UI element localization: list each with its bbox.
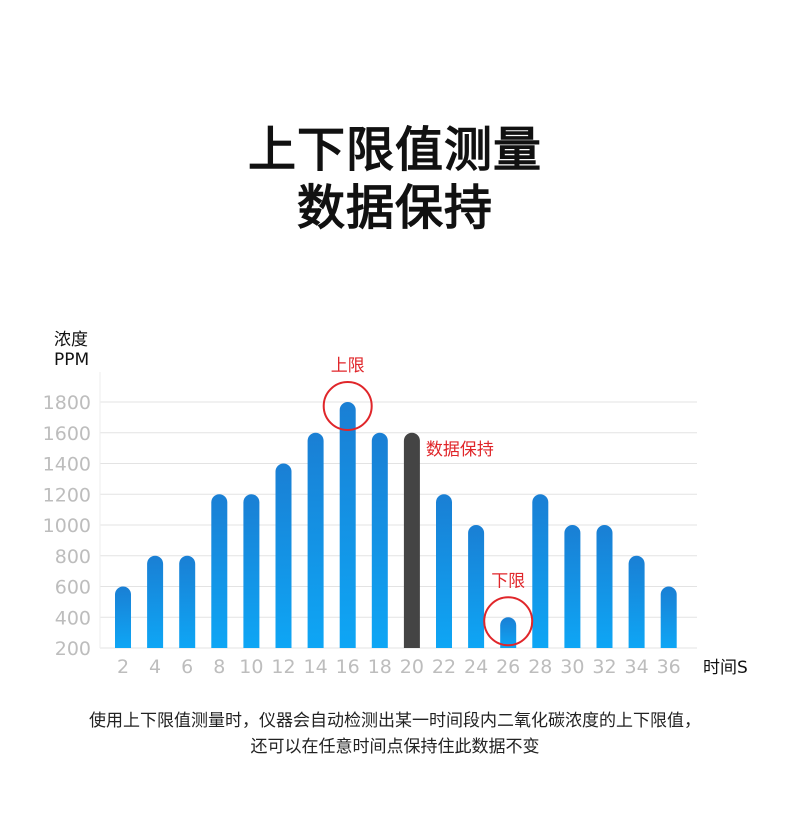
x-tick-label: 18 [368, 656, 392, 678]
bar-4 [147, 555, 164, 648]
upper-limit-label: 上限 [331, 356, 365, 376]
bar-26 [500, 617, 517, 648]
x-tick-label: 28 [528, 656, 552, 678]
description-line2: 还可以在任意时间点保持住此数据不变 [250, 737, 540, 757]
y-tick-label: 200 [55, 638, 91, 660]
data-hold-label: 数据保持 [426, 440, 494, 460]
x-tick-label: 16 [336, 656, 360, 678]
x-tick-label: 24 [464, 656, 488, 678]
y-axis-label: 浓度 PPM [54, 330, 89, 370]
x-tick-label: 6 [181, 656, 193, 678]
x-axis-label: 时间S [703, 658, 748, 678]
page-subtitle: 数据保持 [296, 180, 493, 236]
bar-20 [403, 432, 420, 648]
x-tick-label: 10 [239, 656, 263, 678]
y-tick-label: 1400 [43, 454, 91, 476]
bar-22 [436, 494, 452, 648]
x-tick-label: 26 [496, 656, 520, 678]
bar-30 [564, 525, 581, 648]
y-tick-label: 1200 [43, 484, 91, 506]
x-tick-label: 12 [271, 656, 295, 678]
x-tick-label: 34 [625, 656, 649, 678]
y-axis-label-line1: 浓度 [54, 330, 88, 350]
y-tick-label: 1800 [43, 392, 91, 414]
bar-28 [532, 494, 549, 648]
y-axis-label-line2: PPM [54, 350, 90, 370]
bar-12 [275, 463, 292, 648]
x-tick-label: 36 [657, 656, 681, 678]
bar-14 [307, 432, 324, 648]
bar-6 [179, 555, 196, 648]
bar-34 [628, 555, 645, 648]
bar-24 [468, 525, 485, 648]
y-tick-label: 800 [55, 546, 91, 568]
lower-limit-circle [483, 596, 534, 647]
lower-limit-label: 下限 [491, 571, 525, 591]
bar-36 [660, 586, 677, 648]
x-tick-label: 2 [117, 656, 129, 678]
bar-18 [371, 432, 388, 648]
x-tick-label: 14 [304, 656, 328, 678]
x-tick-label: 8 [213, 656, 225, 678]
bar-2 [115, 586, 131, 648]
bar-16 [339, 402, 356, 648]
y-tick-label: 1000 [43, 515, 91, 537]
y-tick-label: 600 [55, 577, 91, 599]
x-tick-label: 30 [560, 656, 584, 678]
description-line1: 使用上下限值测量时，仪器会自动检测出某一时间段内二氧化碳浓度的上下限值， [89, 711, 701, 731]
x-tick-label: 22 [432, 656, 456, 678]
bar-10 [243, 494, 260, 648]
bar-32 [596, 525, 613, 648]
x-tick-label: 32 [592, 656, 616, 678]
page-title: 上下限值测量 [247, 122, 542, 178]
bar-8 [211, 494, 228, 648]
upper-limit-circle [322, 381, 373, 431]
x-tick-label: 4 [149, 656, 161, 678]
y-tick-label: 1600 [43, 423, 91, 445]
y-tick-label: 400 [55, 607, 91, 629]
x-tick-label: 20 [400, 656, 424, 678]
